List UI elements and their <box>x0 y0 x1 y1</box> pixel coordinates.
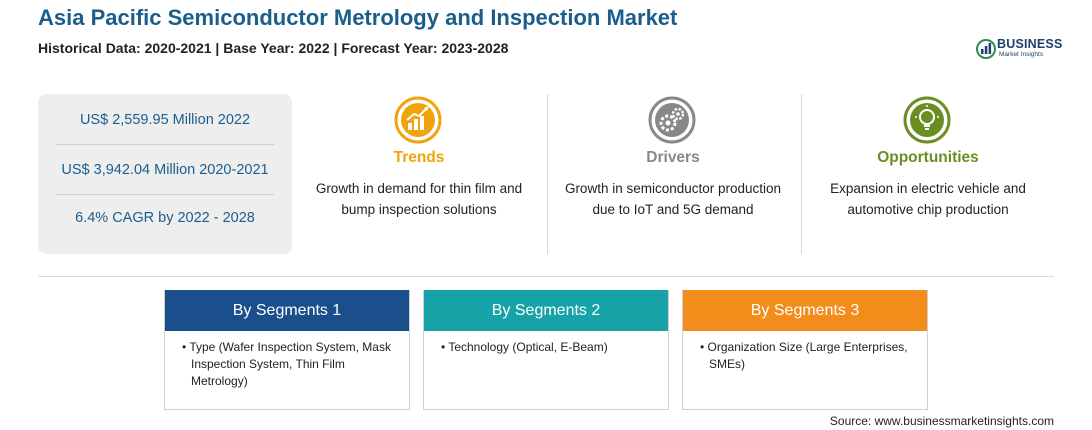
logo-text: BUSINESS <box>997 37 1063 51</box>
segment-card-1: By Segments 1 • Type (Wafer Inspection S… <box>164 290 410 410</box>
logo-mark-icon <box>976 39 996 59</box>
segment-card-3: By Segments 3 • Organization Size (Large… <box>682 290 928 410</box>
section-divider <box>38 276 1054 277</box>
trends-heading: Trends <box>393 149 445 166</box>
opportunities-heading: Opportunities <box>877 149 979 166</box>
segment-2-list: • Technology (Optical, E-Beam) <box>424 331 668 356</box>
segment-card-2: By Segments 2 • Technology (Optical, E-B… <box>423 290 669 410</box>
column-divider <box>547 94 548 254</box>
segment-3-header: By Segments 3 <box>683 290 927 331</box>
stat-divider <box>56 144 274 145</box>
segment-3-item: • Organization Size (Large Enterprises, … <box>700 340 908 371</box>
segment-1-list: • Type (Wafer Inspection System, Mask In… <box>165 331 409 390</box>
source-note: Source: www.businessmarketinsights.com <box>829 414 1054 428</box>
drivers-heading: Drivers <box>646 149 700 166</box>
column-divider <box>801 94 802 254</box>
stat-divider <box>56 194 274 195</box>
stat-cagr: 6.4% CAGR by 2022 - 2028 <box>75 210 255 226</box>
stat-market-size-2022: US$ 2,559.95 Million 2022 <box>79 112 251 128</box>
growth-chart-icon <box>394 96 442 144</box>
lightbulb-icon <box>903 96 951 144</box>
opportunities-column: Opportunities Expansion in electric vehi… <box>803 94 1053 254</box>
segment-1-header: By Segments 1 <box>165 290 409 331</box>
opportunities-text: Expansion in electric vehicle and automo… <box>830 181 1026 217</box>
gears-icon <box>648 96 696 144</box>
segment-1-item: • Type (Wafer Inspection System, Mask In… <box>182 340 391 388</box>
drivers-text: Growth in semiconductor production due t… <box>564 181 782 217</box>
brand-logo: BUSINESS Market Insights <box>975 36 1065 62</box>
trends-column: Trends Growth in demand for thin film an… <box>294 94 544 254</box>
page-title: Asia Pacific Semiconductor Metrology and… <box>38 5 678 30</box>
logo-tagline: Market Insights <box>999 51 1044 58</box>
segment-2-header: By Segments 2 <box>424 290 668 331</box>
market-stats-panel: US$ 2,559.95 Million 2022 US$ 3,942.04 M… <box>38 94 292 254</box>
segment-2-item: • Technology (Optical, E-Beam) <box>441 340 608 354</box>
stat-market-size-historical: US$ 3,942.04 Million 2020-2021 <box>61 162 269 178</box>
page-subtitle: Historical Data: 2020-2021 | Base Year: … <box>38 40 509 56</box>
segment-3-list: • Organization Size (Large Enterprises, … <box>683 331 927 373</box>
trends-text: Growth in demand for thin film and bump … <box>315 181 523 217</box>
drivers-column: Drivers Growth in semiconductor producti… <box>548 94 798 254</box>
